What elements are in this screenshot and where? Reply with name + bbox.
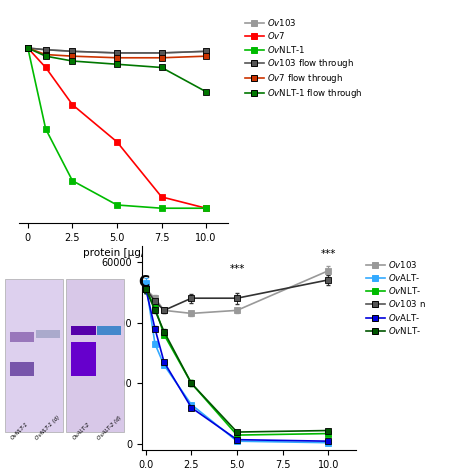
Y-axis label: proliferation [cpm]: proliferation [cpm] (86, 299, 96, 398)
Bar (9, 332, 34, 342)
Bar (97, 327, 120, 335)
Legend: $\it{Ov}$103, $\it{Ov}$ALT-, $\it{Ov}$NLT-, $\it{Ov}$103 n, $\it{Ov}$ALT-, $\it{: $\it{Ov}$103, $\it{Ov}$ALT-, $\it{Ov}$NL… (362, 255, 429, 339)
Bar (36, 330, 60, 338)
Text: OvALT-2: OvALT-2 (72, 421, 91, 441)
Bar (66, 279, 124, 432)
X-axis label: protein [μg/mL]: protein [μg/mL] (82, 248, 164, 258)
Bar (9, 362, 34, 376)
Text: OvNLT-1: OvNLT-1 (10, 421, 29, 441)
Bar (71, 327, 96, 335)
Bar (71, 342, 96, 376)
Text: OvNLT-1 (d): OvNLT-1 (d) (35, 415, 61, 441)
Text: C: C (138, 275, 149, 290)
Text: ***: *** (229, 264, 245, 274)
Bar (5, 279, 63, 432)
Text: OvALT-2 (d): OvALT-2 (d) (97, 415, 122, 441)
Legend: $\it{Ov}$103, $\it{Ov}$7, $\it{Ov}$NLT-1, $\it{Ov}$103 flow through, $\it{Ov}$7 : $\it{Ov}$103, $\it{Ov}$7, $\it{Ov}$NLT-1… (241, 14, 366, 103)
Text: ***: *** (320, 249, 336, 259)
